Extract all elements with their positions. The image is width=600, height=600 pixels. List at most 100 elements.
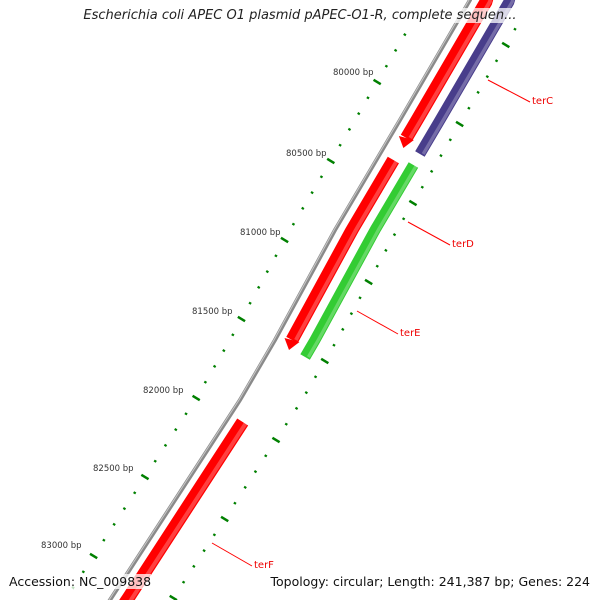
tick-label: 83000 bp [41,541,82,551]
minor-tick [81,570,85,574]
minor-tick [384,248,388,252]
minor-tick [153,459,157,463]
major-tick [408,199,418,207]
major-tick [220,515,229,523]
minor-tick [513,27,517,31]
backbone-circle [107,0,472,600]
minor-tick [133,491,137,495]
minor-tick [294,406,299,410]
minor-tick [192,564,196,568]
minor-tick [222,349,226,353]
gene-label-leader-terC [487,79,531,103]
summary-text: Topology: circular; Length: 241,387 bp; … [270,574,590,589]
minor-tick [347,127,352,131]
minor-tick [384,64,389,68]
gene-label-terC[interactable]: terC [532,96,554,107]
minor-tick [358,296,362,300]
gene-arrow-upstream-arrow [398,136,414,148]
minor-tick [301,206,305,210]
minor-tick [304,391,308,395]
major-tick [237,315,246,323]
minor-tick [122,507,127,511]
tick-label: 82500 bp [93,464,134,474]
minor-tick [264,454,268,458]
backbone-highlight [108,0,470,600]
minor-tick [392,233,397,237]
minor-tick [274,254,278,258]
major-tick [320,357,330,365]
major-tick [191,394,201,402]
tick-label: 80000 bp [333,68,374,78]
gene-label-terF[interactable]: terF [254,560,274,571]
minor-tick [375,264,379,268]
gene-label-terE[interactable]: terE [400,328,421,339]
minor-tick [184,412,188,416]
major-tick [501,41,511,49]
minor-tick [212,364,217,368]
gene-arrow-forward-mid-arrow [284,338,300,350]
minor-tick [332,343,336,347]
minor-tick [341,327,345,331]
tick-label: 81000 bp [240,228,281,238]
minor-tick [291,222,296,226]
minor-tick [476,90,480,94]
minor-tick [439,154,443,158]
minor-tick [403,33,407,37]
minor-tick [284,422,288,426]
gene-arrow-forward-mid [286,156,399,344]
minor-tick [467,106,471,110]
minor-tick [448,138,452,142]
gene-arrow-terD-highlight [306,164,419,358]
major-tick [372,78,382,86]
map-title: Escherichia coli APEC O1 plasmid pAPEC-O… [0,8,600,23]
major-tick [140,473,150,481]
gene-arrow-terD [300,162,419,360]
major-tick [364,278,373,286]
minor-tick [163,443,168,447]
minor-tick [313,375,318,379]
minor-tick [253,470,258,474]
minor-tick [233,501,237,505]
tick-label: 80500 bp [286,149,327,159]
major-tick [169,594,178,600]
gene-arrow-forward-mid-highlight [294,159,399,341]
minor-tick [429,169,434,173]
minor-tick [231,333,235,337]
minor-tick [243,485,247,489]
gene-label-leader-terE [356,310,399,335]
minor-tick [174,428,178,432]
major-tick [89,552,98,560]
major-tick [271,436,281,444]
minor-tick [319,175,324,179]
minor-tick [212,533,217,537]
minor-tick [248,301,252,305]
minor-tick [349,312,354,316]
gene-label-terD[interactable]: terD [452,239,474,250]
minor-tick [102,538,106,542]
minor-tick [181,580,186,584]
tick-label: 82000 bp [143,386,184,396]
tick-label: 81500 bp [192,307,233,317]
minor-tick [112,522,116,526]
minor-tick [494,59,499,63]
minor-tick [393,48,398,52]
major-tick [326,157,336,165]
minor-tick [265,270,269,274]
minor-tick [338,143,342,147]
major-tick [280,236,289,244]
minor-tick [366,96,370,100]
minor-tick [257,285,261,289]
gene-label-leader-terD [407,221,451,246]
accession-text: Accession: NC_009838 [9,574,152,589]
minor-tick [357,112,361,116]
gene-label-leader-terF [211,542,253,567]
major-tick [455,120,464,128]
minor-tick [202,549,206,553]
minor-tick [485,75,489,79]
minor-tick [420,185,424,189]
minor-tick [203,380,208,384]
minor-tick [401,217,406,221]
minor-tick [310,191,314,195]
